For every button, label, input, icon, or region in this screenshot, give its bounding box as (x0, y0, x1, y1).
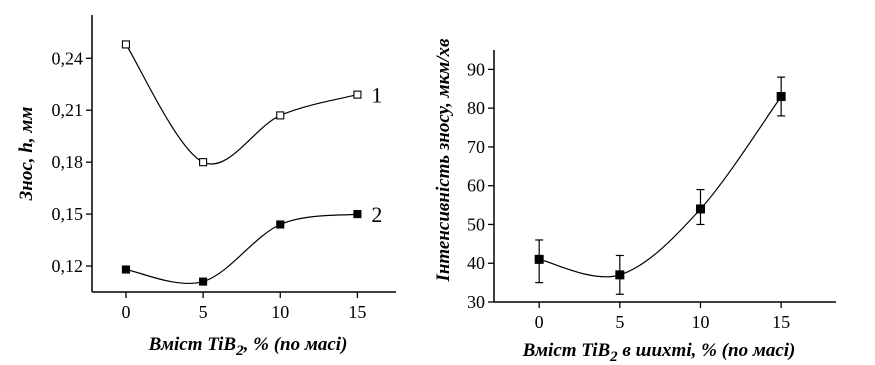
right-y-axis-label: Інтенсивність зносу, мкм/хв (433, 38, 454, 283)
right-y-tick-label: 90 (467, 59, 485, 79)
series-1-point (276, 111, 285, 120)
left-y-tick-label: 0,12 (52, 256, 84, 276)
left-x-tick-label: 10 (271, 302, 289, 322)
left-x-tick-label: 5 (199, 302, 208, 322)
right-chart: 0 5 10 15 30 40 50 60 70 80 90 Інтенсивність зносу… (433, 38, 836, 365)
right-x-tick-label: 5 (615, 312, 624, 332)
left-x-tick-label: 15 (348, 302, 366, 322)
series-2-point (199, 277, 208, 286)
left-x-axis-label: Вміст TiB2, % (по масі) (148, 334, 348, 359)
series-2-label: 2 (371, 202, 382, 227)
left-y-tick-label: 0,15 (52, 204, 84, 224)
right-x-tick-label: 0 (535, 312, 544, 332)
right-x-axis-label: Вміст TiB2 в шихті, % (по масі) (522, 340, 796, 365)
wear-intensity-point (615, 270, 625, 280)
wear-intensity-line (539, 96, 782, 278)
series-1-point (121, 40, 130, 49)
right-y-tick-label: 80 (467, 98, 485, 118)
series-2-line (125, 213, 358, 285)
right-x-tick-label: 15 (772, 312, 790, 332)
left-y-axis-label: Знос, h, мм (16, 107, 37, 202)
right-y-tick-label: 60 (467, 176, 485, 196)
right-x-tick-label: 10 (691, 312, 709, 332)
series-2-point (353, 210, 362, 219)
right-y-tick-label: 50 (467, 214, 485, 234)
left-x-tick-label: 0 (121, 302, 130, 322)
left-y-tick-label: 0,18 (52, 152, 84, 172)
right-y-tick-label: 30 (467, 292, 485, 312)
left-chart: 0 5 10 15 0,12 0,15 0,18 0,21 0,24 Знос, h, мм В… (16, 15, 396, 359)
series-2-point (276, 220, 285, 229)
series-1-point (353, 90, 362, 99)
right-y-tick-label: 40 (467, 253, 485, 273)
series-1-point (199, 158, 208, 167)
series-2-point (121, 265, 130, 274)
wear-intensity-point (695, 204, 705, 214)
left-y-tick-label: 0,21 (52, 100, 84, 120)
series-1-label: 1 (371, 83, 382, 108)
left-y-tick-label: 0,24 (52, 48, 84, 68)
wear-intensity-point (534, 254, 544, 264)
right-y-tick-label: 70 (467, 137, 485, 157)
series-1-line (125, 44, 358, 165)
wear-intensity-point (776, 92, 786, 102)
